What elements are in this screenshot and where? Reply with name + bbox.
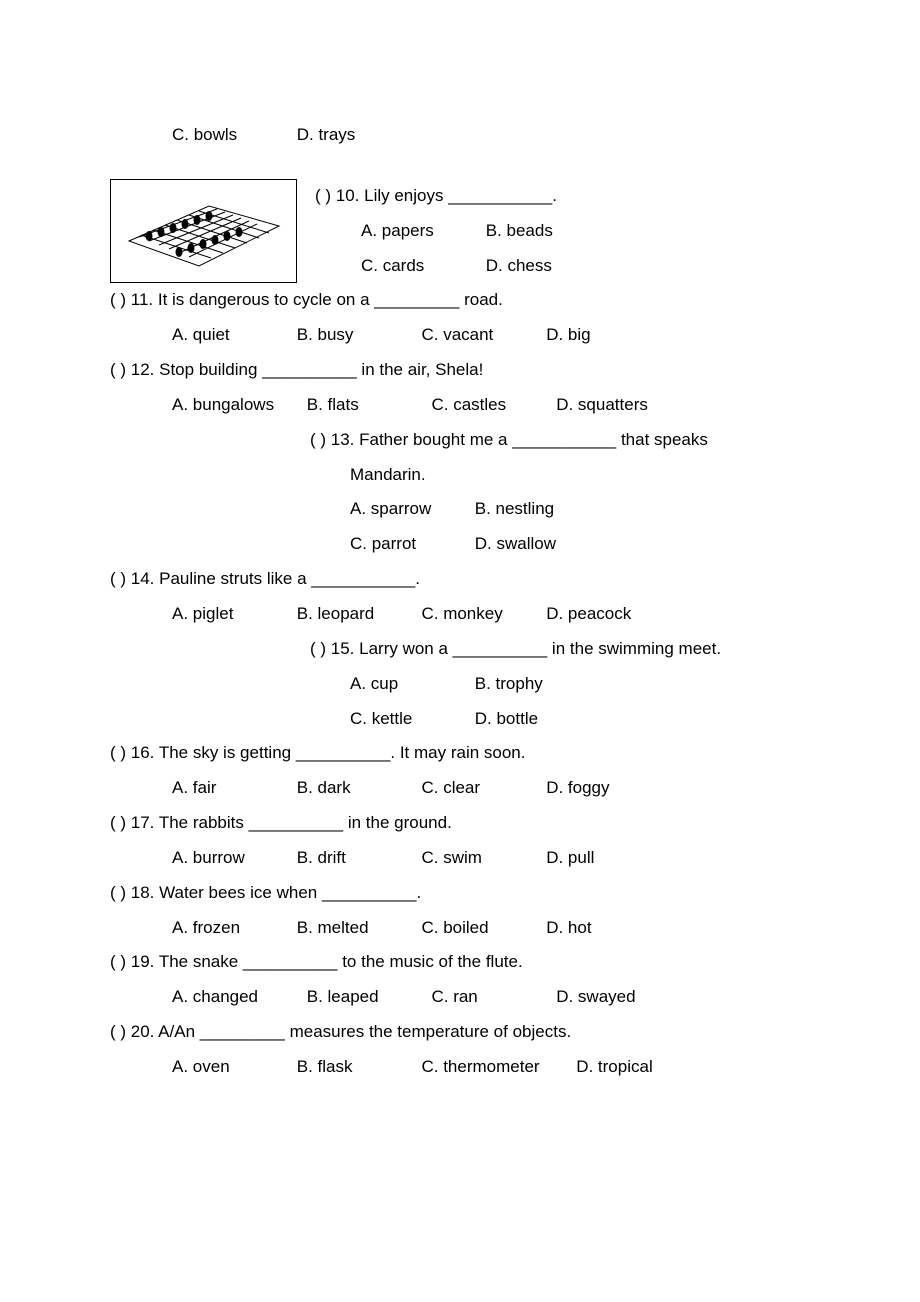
q17-option-d: D. pull [546,841,666,876]
q18-option-b: B. melted [297,911,417,946]
q15-option-c: C. kettle [350,702,470,737]
q13-option-d: D. swallow [475,527,595,562]
question-11-prompt: ( ) 11. It is dangerous to cycle on a __… [110,283,810,318]
question-18-prompt: ( ) 18. Water bees ice when __________. [110,876,810,911]
question-17-prompt: ( ) 17. The rabbits __________ in the gr… [110,806,810,841]
q16-option-a: A. fair [172,771,292,806]
q18-option-a: A. frozen [172,911,292,946]
q10-option-a: A. papers [361,214,481,249]
q12-option-a: A. bungalows [172,388,302,423]
question-14-prompt: ( ) 14. Pauline struts like a __________… [110,562,810,597]
q12-option-b: B. flats [307,388,427,423]
q19-option-b: B. leaped [307,980,427,1015]
q12-option-c: C. castles [431,388,551,423]
question-16-prompt: ( ) 16. The sky is getting __________. I… [110,736,810,771]
q20-option-d: D. tropical [576,1050,696,1085]
q14-option-a: A. piglet [172,597,292,632]
q10-option-c: C. cards [361,249,481,284]
q18-option-c: C. boiled [421,911,541,946]
q17-option-b: B. drift [297,841,417,876]
q20-option-a: A. oven [172,1050,292,1085]
q11-option-b: B. busy [297,318,417,353]
q20-option-c: C. thermometer [421,1050,571,1085]
q20-option-b: B. flask [297,1050,417,1085]
q10-option-d: D. chess [486,249,606,284]
question-10-prompt: ( ) 10. Lily enjoys ___________. [315,179,810,214]
q13-option-b: B. nestling [475,492,595,527]
q18-option-d: D. hot [546,911,666,946]
q16-option-b: B. dark [297,771,417,806]
q15-option-d: D. bottle [475,702,595,737]
question-19-prompt: ( ) 19. The snake __________ to the musi… [110,945,810,980]
option-d: D. trays [297,118,417,153]
chess-figure [110,179,297,283]
q14-option-c: C. monkey [421,597,541,632]
q14-option-d: D. peacock [546,597,666,632]
question-13-prompt: ( ) 13. Father bought me a ___________ t… [110,423,810,458]
q14-option-b: B. leopard [297,597,417,632]
q13-option-c: C. parrot [350,527,470,562]
q11-option-c: C. vacant [421,318,541,353]
question-15-prompt: ( ) 15. Larry won a __________ in the sw… [110,632,810,667]
q13-option-a: A. sparrow [350,492,470,527]
question-10-block: ( ) 10. Lily enjoys ___________. A. pape… [110,179,810,284]
question-13-prompt2: Mandarin. [110,458,810,493]
q16-option-c: C. clear [421,771,541,806]
chessboard-icon [119,186,289,276]
q15-option-a: A. cup [350,667,470,702]
option-c: C. bowls [172,118,292,153]
q19-option-c: C. ran [431,980,551,1015]
q12-option-d: D. squatters [556,388,676,423]
q17-option-a: A. burrow [172,841,292,876]
q16-option-d: D. foggy [546,771,666,806]
q10-option-b: B. beads [486,214,606,249]
q11-option-a: A. quiet [172,318,292,353]
q17-option-c: C. swim [421,841,541,876]
prev-question-options: C. bowls D. trays [110,118,810,153]
worksheet-page: C. bowls D. trays [0,0,920,1145]
question-20-prompt: ( ) 20. A/An _________ measures the temp… [110,1015,810,1050]
q19-option-a: A. changed [172,980,302,1015]
q19-option-d: D. swayed [556,980,676,1015]
q15-option-b: B. trophy [475,667,595,702]
q11-option-d: D. big [546,318,666,353]
question-12-prompt: ( ) 12. Stop building __________ in the … [110,353,810,388]
